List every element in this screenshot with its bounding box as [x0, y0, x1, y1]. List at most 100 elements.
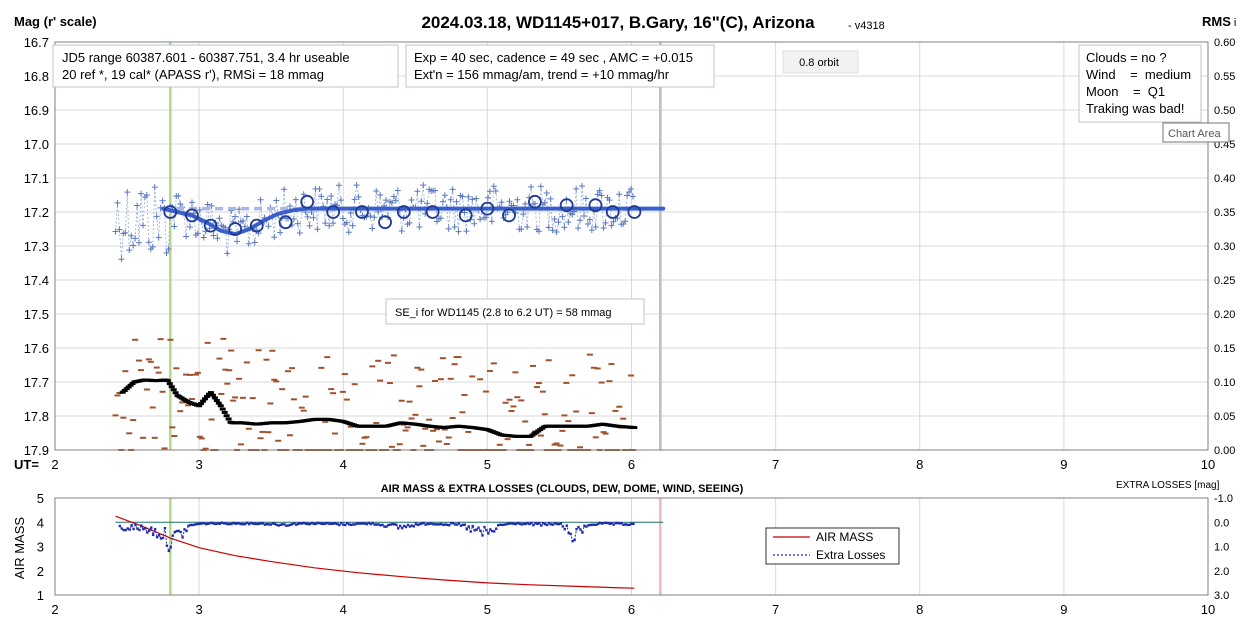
bottom-y2-tick-label: 1.0: [1214, 542, 1229, 554]
raw-photometry-point: [281, 186, 288, 193]
extra-losses-point: [534, 522, 537, 525]
raw-photometry-point: [388, 199, 395, 206]
extra-losses-point: [314, 522, 318, 526]
extra-losses-point: [271, 522, 274, 525]
extra-losses-point: [430, 522, 433, 525]
extra-losses-point: [140, 524, 143, 527]
raw-photometry-point: [159, 197, 166, 204]
y2-tick-label: 0.60: [1214, 37, 1235, 49]
raw-photometry-point: [143, 192, 150, 199]
extra-losses-point: [408, 525, 412, 528]
raw-photometry-point: [165, 246, 172, 253]
extra-losses-point: [171, 534, 174, 537]
extra-losses-point: [210, 521, 214, 525]
extra-losses-point: [204, 522, 208, 526]
extra-losses-point: [151, 533, 155, 537]
x-tick-label: 4: [340, 457, 347, 472]
extra-losses-point: [346, 522, 349, 525]
y-tick-label: 16.7: [24, 35, 49, 50]
extra-losses-point: [500, 523, 504, 527]
extra-losses-point: [287, 524, 290, 527]
extra-losses-point: [545, 523, 549, 527]
extra-losses-point: [622, 523, 625, 527]
extra-losses-point: [193, 523, 196, 526]
raw-photometry-point: [210, 232, 217, 239]
extra-losses-point: [530, 521, 533, 525]
raw-photometry-point: [484, 194, 491, 201]
extra-losses-point: [561, 525, 565, 528]
x-tick-label: 2: [51, 457, 58, 472]
extra-losses-point: [371, 521, 374, 525]
raw-photometry-point: [531, 200, 538, 207]
extra-losses-point: [232, 521, 235, 525]
extra-losses-point: [159, 537, 163, 540]
bottom-x-tick-label: 5: [484, 602, 491, 617]
raw-photometry-point: [163, 249, 170, 256]
info-box-jd: JD5 range 60387.601 - 60387.751, 3.4 hr …: [52, 44, 399, 88]
extra-losses-point: [587, 524, 590, 527]
extra-losses-point: [569, 532, 572, 536]
raw-photometry-point: [345, 229, 352, 236]
raw-photometry-point: [251, 239, 258, 246]
extra-losses-point: [571, 539, 574, 543]
extra-losses-point: [493, 530, 496, 533]
y2-tick-label: 0.55: [1214, 71, 1235, 83]
extra-losses-point: [365, 522, 369, 526]
extra-losses-point: [465, 528, 468, 531]
extra-losses-point: [206, 522, 210, 525]
raw-photometry-point: [114, 199, 121, 206]
extra-losses-point: [197, 522, 200, 526]
extra-losses-point: [275, 523, 278, 526]
bottom-vertical-markers: [169, 498, 662, 595]
raw-photometry-point: [122, 229, 129, 236]
raw-photometry-point: [537, 183, 544, 190]
raw-photometry-point: [318, 193, 325, 200]
raw-photometry-point: [236, 206, 243, 213]
extra-losses-point: [600, 522, 604, 525]
raw-photometry-point: [314, 226, 321, 233]
bottom-grid: [54, 498, 1209, 595]
conditions-box: Clouds = no ? Wind = medium Moon = Q1 Tr…: [1078, 44, 1202, 123]
raw-photometry-point: [549, 227, 556, 234]
raw-photometry-point: [522, 200, 529, 207]
extra-losses-point: [277, 524, 280, 527]
extra-losses-point: [359, 522, 363, 525]
extra-losses-point: [173, 530, 176, 534]
extra-losses-point: [606, 521, 610, 525]
extra-losses-point: [373, 523, 376, 526]
raw-photometry-point: [455, 228, 462, 235]
bottom-series: [115, 515, 664, 589]
top-series: [119, 194, 666, 438]
extra-losses-point: [481, 534, 484, 537]
extra-losses-point: [244, 522, 247, 526]
extra-losses-point: [253, 522, 257, 526]
x-tick-label: 5: [484, 457, 491, 472]
extra-losses-point: [349, 523, 353, 527]
extra-losses-point: [406, 523, 410, 527]
legend-extra-label: Extra Losses: [816, 548, 885, 562]
raw-photometry-point: [498, 199, 505, 206]
extra-losses-point: [322, 522, 325, 526]
bottom-x-tick-label: 4: [340, 602, 347, 617]
raw-photometry-point: [304, 213, 311, 220]
raw-photometry-point: [136, 239, 143, 246]
extra-losses-point: [514, 522, 517, 526]
bottom-y-tick-label: 3: [37, 540, 44, 555]
extra-losses-point: [395, 523, 398, 526]
raw-photometry-point: [183, 233, 190, 240]
bottom-y-tick-label: 5: [37, 491, 44, 506]
extra-losses-point: [504, 523, 508, 526]
extra-losses-point: [447, 524, 451, 527]
extra-losses-point: [538, 522, 541, 525]
raw-photometry-point: [277, 229, 284, 236]
extra-losses-point: [142, 527, 145, 531]
extra-losses-point: [148, 529, 151, 532]
extra-losses-point: [228, 522, 231, 526]
extra-losses-point: [551, 523, 555, 526]
orbit-label-box: 0.8 orbit: [782, 50, 859, 74]
extra-losses-point: [267, 523, 271, 526]
extra-losses-point: [279, 523, 282, 526]
raw-photometry-point: [194, 230, 201, 237]
bottom-plot-frame: [54, 497, 1209, 596]
